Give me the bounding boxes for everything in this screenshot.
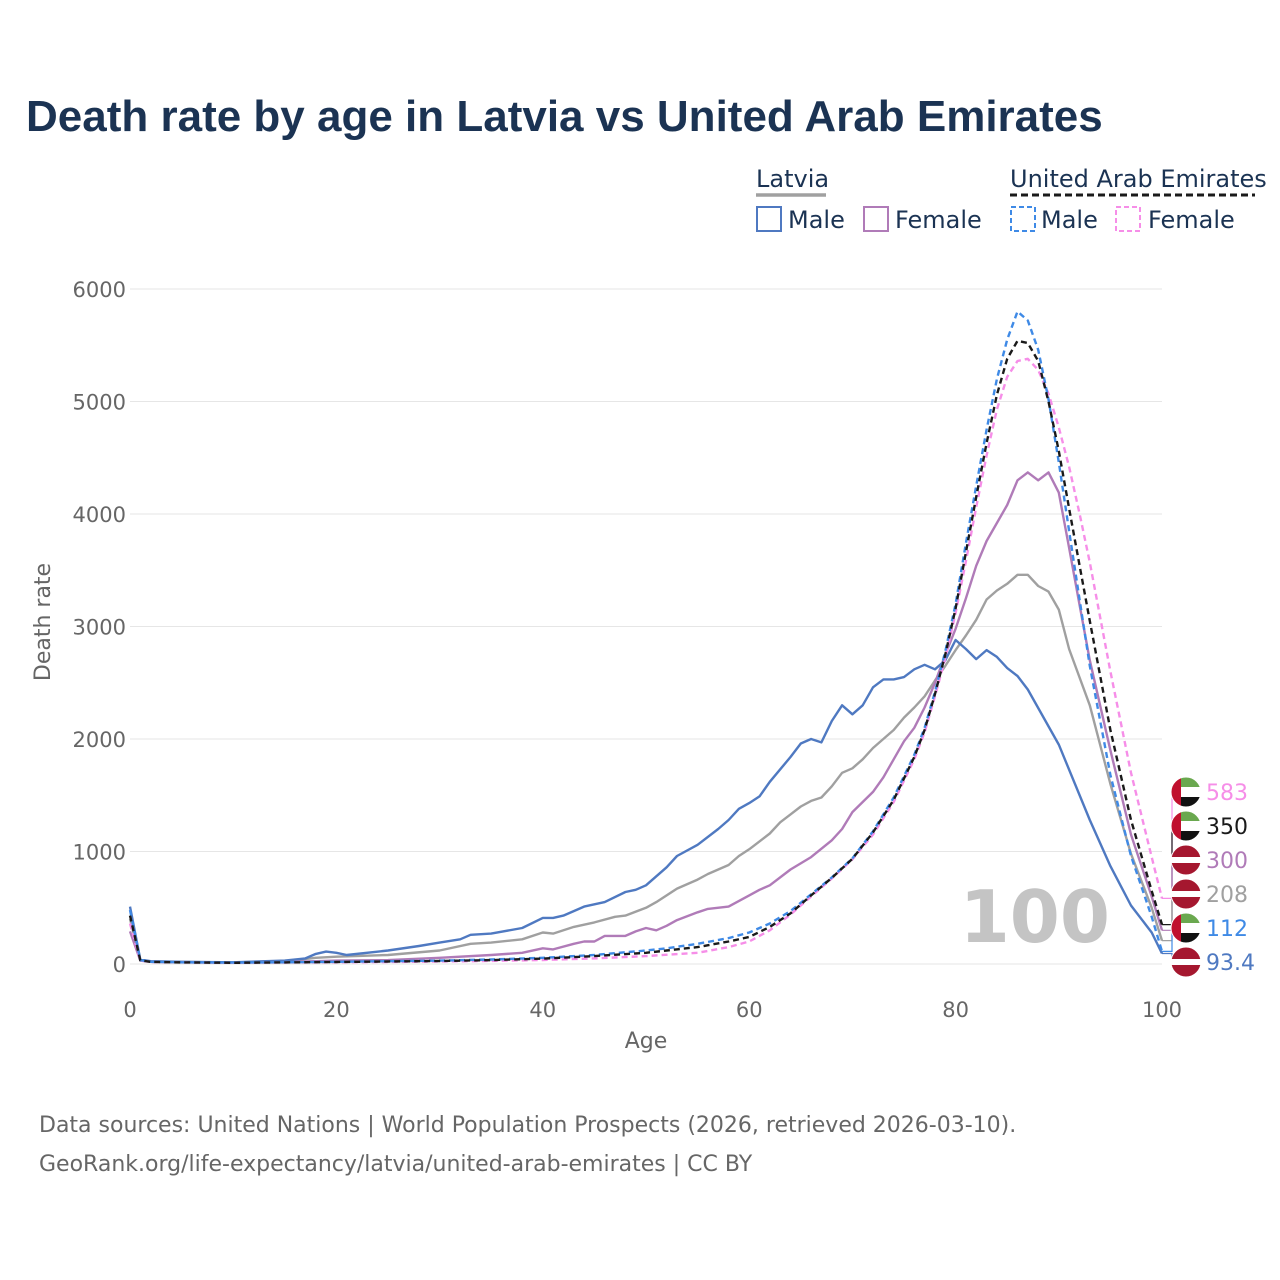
y-tick-label: 0 (113, 953, 126, 977)
series-line-latvia-total (128, 573, 1164, 964)
series-line-latvia-male (128, 638, 1164, 964)
end-label-connector (1162, 825, 1176, 926)
legend-item-latvia-male: Male (788, 206, 845, 234)
x-tick-label: 20 (323, 998, 350, 1022)
x-tick-label: 40 (529, 998, 556, 1022)
x-tick-label: 60 (736, 998, 763, 1022)
source-line-2: GeoRank.org/life-expectancy/latvia/unite… (39, 1152, 753, 1177)
y-axis-ticks: 0 1000 2000 3000 4000 5000 6000 (73, 278, 126, 977)
y-axis-label: Death rate (31, 563, 56, 681)
legend-item-uae-female: Female (1148, 206, 1235, 234)
legend-group-latvia: Latvia (756, 165, 829, 193)
uae-flag-icon (1170, 810, 1202, 842)
x-axis-ticks: 0 20 40 60 80 100 (123, 998, 1182, 1022)
uae-flag-icon (1170, 776, 1202, 808)
x-tick-label: 100 (1142, 998, 1182, 1022)
y-tick-label: 5000 (73, 391, 126, 415)
legend-swatch-latvia-male (756, 206, 782, 232)
end-label-connector (1162, 791, 1176, 900)
y-tick-label: 1000 (73, 841, 126, 865)
highlight-age: 100 (960, 875, 1110, 959)
legend-group-uae: United Arab Emirates (1010, 165, 1267, 193)
x-tick-label: 0 (123, 998, 136, 1022)
legend-item-uae-male: Male (1041, 206, 1098, 234)
series-line-uae-female (128, 357, 1164, 964)
grid (130, 288, 1162, 965)
y-tick-label: 2000 (73, 728, 126, 752)
latvia-flag-icon (1170, 946, 1202, 978)
y-tick-label: 6000 (73, 278, 126, 302)
latvia-flag-icon (1170, 844, 1202, 876)
y-tick-label: 4000 (73, 503, 126, 527)
end-label-value: 93.4 (1206, 951, 1255, 976)
end-labels: 583 350 300 208 112 93.4 (1162, 776, 1255, 978)
series-line-uae-male (128, 310, 1164, 964)
series-line-uae-total (128, 339, 1164, 964)
series-lines (128, 310, 1164, 964)
x-axis-label: Age (625, 1029, 668, 1054)
end-label-value: 583 (1206, 781, 1248, 806)
legend-swatch-uae-male (1010, 206, 1036, 232)
source-line-1: Data sources: United Nations | World Pop… (39, 1113, 1016, 1138)
end-label-value: 300 (1206, 849, 1248, 874)
uae-flag-icon (1170, 912, 1202, 944)
end-label-value: 208 (1206, 883, 1248, 908)
latvia-flag-icon (1170, 878, 1202, 910)
legend-swatch-latvia-female (863, 206, 889, 232)
chart-title: Death rate by age in Latvia vs United Ar… (26, 92, 1103, 141)
y-tick-label: 3000 (73, 616, 126, 640)
end-label-value: 112 (1206, 917, 1248, 942)
legend-swatch-uae-female (1115, 206, 1141, 232)
series-line-latvia-female (128, 471, 1164, 964)
legend-item-latvia-female: Female (895, 206, 982, 234)
x-tick-label: 80 (942, 998, 969, 1022)
legend: Latvia Male Female United Arab Emirates … (756, 165, 1267, 234)
end-label-value: 350 (1206, 815, 1248, 840)
